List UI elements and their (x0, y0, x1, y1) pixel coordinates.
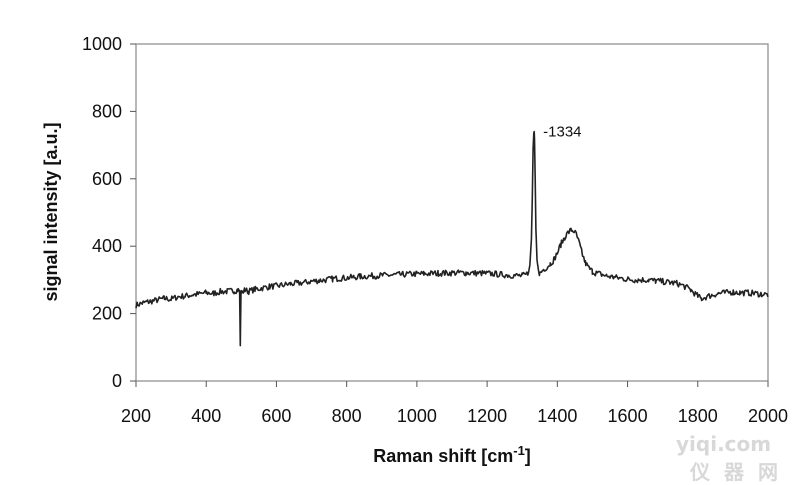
plot-area-frame (135, 43, 769, 382)
x-tick-label: 800 (332, 406, 362, 426)
x-axis-title-suffix: ] (525, 446, 531, 466)
x-axis: 200 400 600 800 1000 1200 1400 1600 1800 2000 (121, 381, 788, 426)
watermark-line-1: yiqi.com (676, 432, 772, 456)
y-tick-label: 600 (92, 169, 122, 189)
peak-annotation: -1334 (543, 124, 581, 141)
y-tick-label: 0 (112, 371, 122, 391)
x-tick-label: 1000 (397, 406, 437, 426)
x-tick-label: 200 (121, 406, 151, 426)
y-axis-title: signal intensity [a.u.] (41, 122, 61, 301)
y-tick-label: 400 (92, 236, 122, 256)
x-tick-label: 400 (191, 406, 221, 426)
x-tick-label: 600 (261, 406, 291, 426)
x-tick-label: 1200 (467, 406, 507, 426)
x-tick-label: 2000 (748, 406, 788, 426)
x-tick-label: 1600 (608, 406, 648, 426)
watermark-line-2: 仪器网 (690, 460, 792, 484)
y-tick-label: 1000 (82, 34, 122, 54)
x-tick-label: 1800 (678, 406, 718, 426)
x-axis-title-main: Raman shift [cm (373, 446, 513, 466)
x-tick-label: 1400 (537, 406, 577, 426)
y-tick-label: 200 (92, 304, 122, 324)
y-tick-label: 800 (92, 101, 122, 121)
x-axis-title-sup: -1 (513, 443, 525, 458)
y-axis: 0 200 400 600 800 1000 (82, 34, 136, 391)
spectrum-line (135, 130, 769, 347)
x-axis-title: Raman shift [cm-1] (373, 443, 531, 466)
